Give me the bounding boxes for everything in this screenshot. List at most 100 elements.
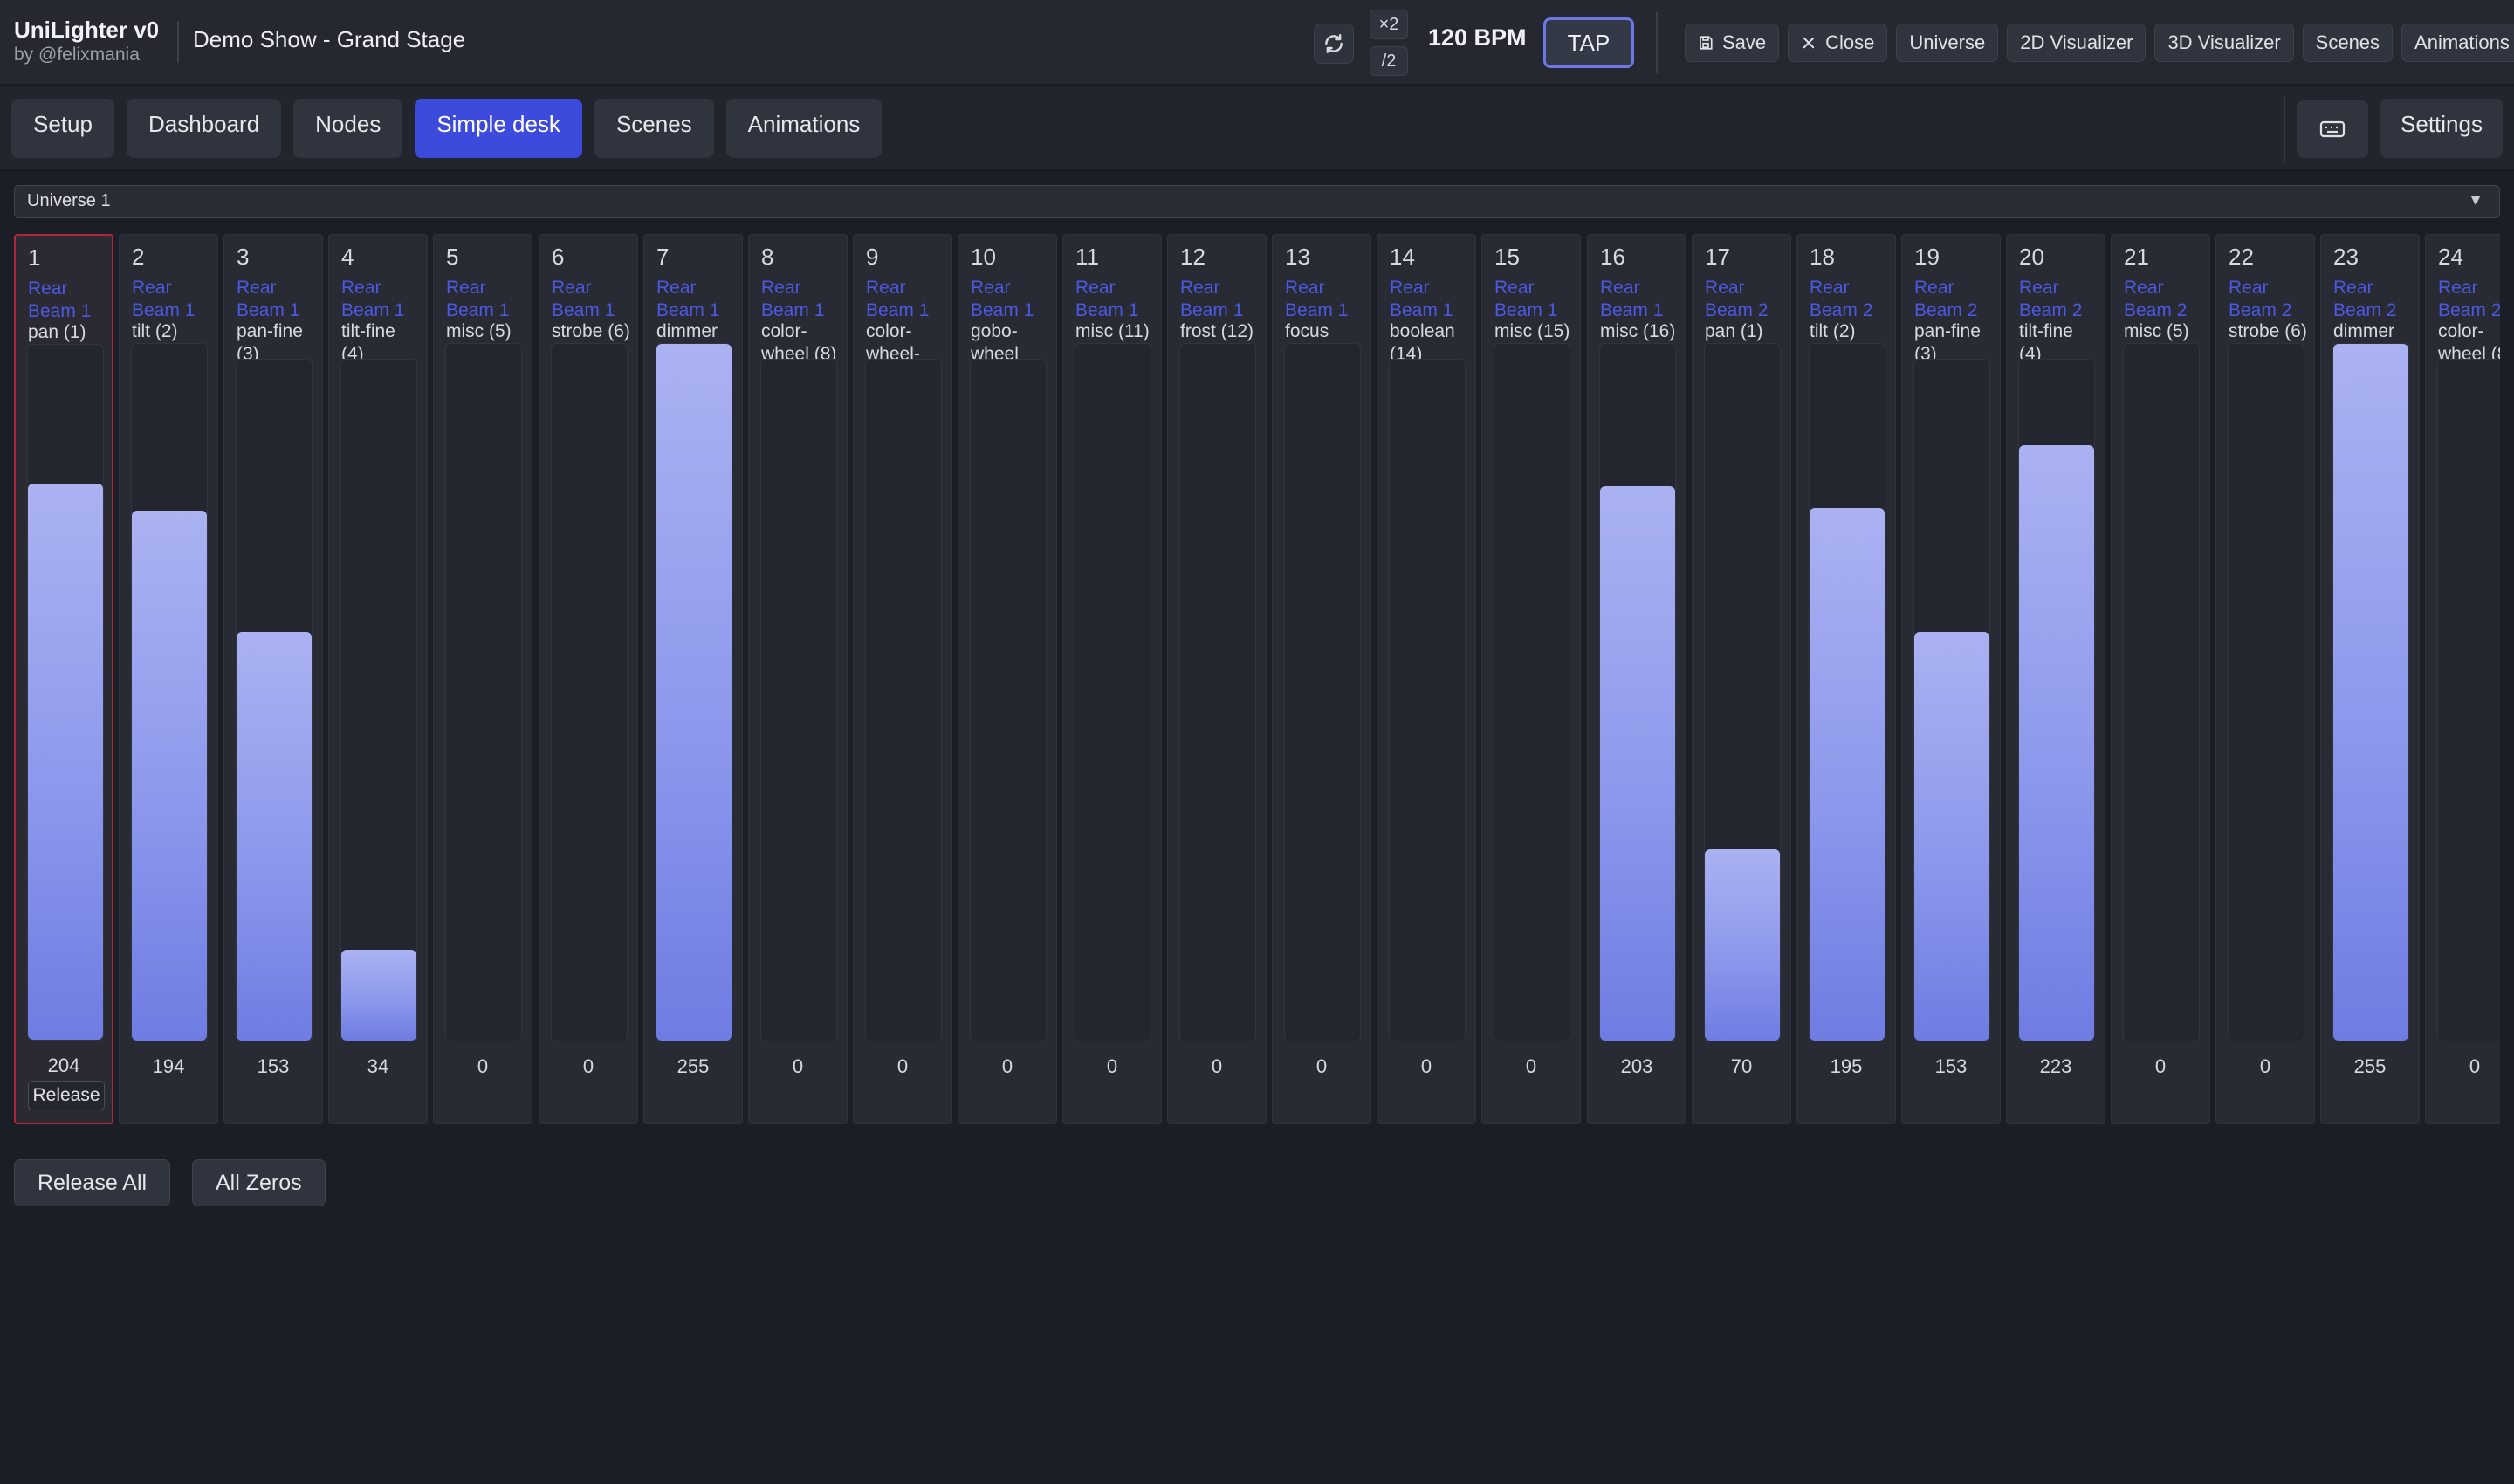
fader-track[interactable] bbox=[1494, 343, 1570, 1041]
channel-attribute: misc (5) bbox=[2124, 321, 2189, 341]
fader-track[interactable] bbox=[27, 344, 104, 1041]
fader-track[interactable] bbox=[551, 343, 628, 1041]
fader-track[interactable] bbox=[865, 359, 942, 1041]
release-all-button[interactable]: Release All bbox=[14, 1159, 171, 1206]
channel-fixture: Rear Beam 2 bbox=[1705, 278, 1769, 320]
fader-track[interactable] bbox=[1704, 343, 1781, 1041]
channel-fixture: Rear Beam 1 bbox=[1285, 278, 1349, 320]
channel-attribute: tilt (2) bbox=[132, 321, 178, 341]
fader-fill[interactable] bbox=[1600, 485, 1675, 1041]
tab-dashboard[interactable]: Dashboard bbox=[126, 99, 282, 158]
channel-number: 2 bbox=[132, 244, 145, 270]
save-button[interactable]: Save bbox=[1685, 24, 1780, 62]
keyboard-shortcuts-button[interactable] bbox=[2297, 100, 2368, 158]
channel-number: 24 bbox=[2438, 244, 2463, 270]
channel-strip: 5 Rear Beam 1 misc (5) 0 bbox=[433, 234, 532, 1124]
fader-fill[interactable] bbox=[1914, 632, 1989, 1041]
fader-fill[interactable] bbox=[2333, 344, 2408, 1041]
scenes-button[interactable]: Scenes bbox=[2302, 24, 2394, 62]
channel-fixture: Rear Beam 1 bbox=[866, 278, 930, 320]
channel-attribute: color-wheel (8) bbox=[761, 321, 837, 359]
fader-track[interactable] bbox=[1284, 343, 1361, 1041]
fader-track[interactable] bbox=[760, 359, 837, 1041]
channel-fixture: Rear Beam 2 bbox=[1914, 278, 1978, 320]
tempo-half-button[interactable]: /2 bbox=[1370, 46, 1408, 76]
channel-strip: 3 Rear Beam 1 pan-fine (3) 153 bbox=[223, 234, 323, 1124]
channel-attribute: strobe (6) bbox=[552, 321, 630, 341]
tap-tempo-button[interactable]: TAP bbox=[1543, 17, 1634, 68]
channel-number: 10 bbox=[971, 244, 996, 270]
channel-value: 203 bbox=[1620, 1055, 1653, 1077]
top-header: UniLighter v0 by @felixmania Demo Show -… bbox=[0, 0, 2514, 86]
universe-select[interactable]: Universe 1 ▼ bbox=[14, 185, 2500, 218]
x-icon bbox=[1803, 37, 1815, 49]
fader-track[interactable] bbox=[2437, 359, 2500, 1041]
channel-value: 0 bbox=[1001, 1055, 1013, 1077]
fader-fill[interactable] bbox=[1810, 507, 1885, 1041]
universe-button[interactable]: Universe bbox=[1896, 24, 1999, 62]
channel-value: 0 bbox=[1315, 1055, 1328, 1077]
all-zeros-button[interactable]: All Zeros bbox=[192, 1159, 326, 1206]
keyboard-icon bbox=[2319, 120, 2346, 138]
fader-track[interactable] bbox=[1389, 359, 1466, 1041]
fader-fill[interactable] bbox=[656, 344, 732, 1041]
fader-track[interactable] bbox=[1179, 343, 1256, 1041]
tempo-double-button[interactable]: ×2 bbox=[1370, 10, 1408, 39]
fader-track[interactable] bbox=[1809, 343, 1886, 1041]
channel-strip: 16 Rear Beam 1 misc (16) 203 bbox=[1587, 234, 1686, 1124]
fader-track[interactable] bbox=[2123, 343, 2200, 1041]
fader-track[interactable] bbox=[2018, 359, 2095, 1041]
channel-value: 153 bbox=[1934, 1055, 1968, 1077]
close-button[interactable]: Close bbox=[1788, 24, 1888, 62]
channel-attribute: strobe (6) bbox=[2229, 321, 2307, 341]
fader-track[interactable] bbox=[1913, 359, 1990, 1041]
fader-fill[interactable] bbox=[28, 484, 103, 1040]
visualizer-3d-button[interactable]: 3D Visualizer bbox=[2154, 24, 2294, 62]
channel-value: 34 bbox=[367, 1055, 389, 1077]
fader-fill[interactable] bbox=[132, 510, 207, 1041]
tab-setup[interactable]: Setup bbox=[11, 99, 114, 158]
fader-track[interactable] bbox=[445, 343, 522, 1041]
channel-strip: 17 Rear Beam 2 pan (1) 70 bbox=[1692, 234, 1791, 1124]
channel-strip: 15 Rear Beam 1 misc (15) 0 bbox=[1481, 234, 1581, 1124]
channel-value: 0 bbox=[896, 1055, 909, 1077]
fader-track[interactable] bbox=[2332, 343, 2409, 1041]
channel-attribute: misc (15) bbox=[1494, 321, 1570, 341]
release-channel-button[interactable]: Release bbox=[28, 1081, 105, 1110]
channel-attribute: color-wheel-fine (9) bbox=[866, 321, 920, 359]
visualizer-2d-button[interactable]: 2D Visualizer bbox=[2007, 24, 2147, 62]
channel-strip: 21 Rear Beam 2 misc (5) 0 bbox=[2111, 234, 2210, 1124]
refresh-icon bbox=[1325, 34, 1343, 53]
channel-fixture: Rear Beam 1 bbox=[1075, 278, 1139, 320]
close-label: Close bbox=[1825, 31, 1875, 53]
animations-button[interactable]: Animations bbox=[2401, 24, 2514, 62]
fader-fill[interactable] bbox=[1705, 848, 1780, 1041]
channel-fixture: Rear Beam 2 bbox=[1810, 278, 1873, 320]
tab-simple-desk[interactable]: Simple desk bbox=[415, 99, 582, 158]
channel-value: 0 bbox=[1420, 1055, 1432, 1077]
channel-attribute: pan (1) bbox=[28, 322, 86, 342]
sync-button[interactable] bbox=[1314, 24, 1354, 64]
channel-strip: 18 Rear Beam 2 tilt (2) 195 bbox=[1796, 234, 1896, 1124]
fader-track[interactable] bbox=[970, 359, 1047, 1041]
fader-track[interactable] bbox=[656, 343, 732, 1041]
fader-track[interactable] bbox=[236, 359, 313, 1041]
fader-fill[interactable] bbox=[237, 632, 312, 1041]
settings-button[interactable]: Settings bbox=[2380, 99, 2503, 158]
app-title: UniLighter v0 bbox=[14, 17, 160, 43]
fader-track[interactable] bbox=[1599, 343, 1676, 1041]
tab-scenes[interactable]: Scenes bbox=[594, 99, 714, 158]
fader-track[interactable] bbox=[340, 359, 417, 1041]
tab-animations[interactable]: Animations bbox=[725, 99, 883, 158]
fader-fill[interactable] bbox=[341, 950, 416, 1041]
channel-strip: 12 Rear Beam 1 frost (12) 0 bbox=[1167, 234, 1267, 1124]
fader-track[interactable] bbox=[131, 343, 208, 1041]
fader-fill[interactable] bbox=[2019, 444, 2094, 1041]
header-divider bbox=[1656, 12, 1658, 73]
fader-track[interactable] bbox=[2228, 343, 2304, 1041]
tab-nodes[interactable]: Nodes bbox=[293, 99, 403, 158]
fader-track[interactable] bbox=[1075, 343, 1151, 1041]
channel-number: 8 bbox=[761, 244, 774, 270]
